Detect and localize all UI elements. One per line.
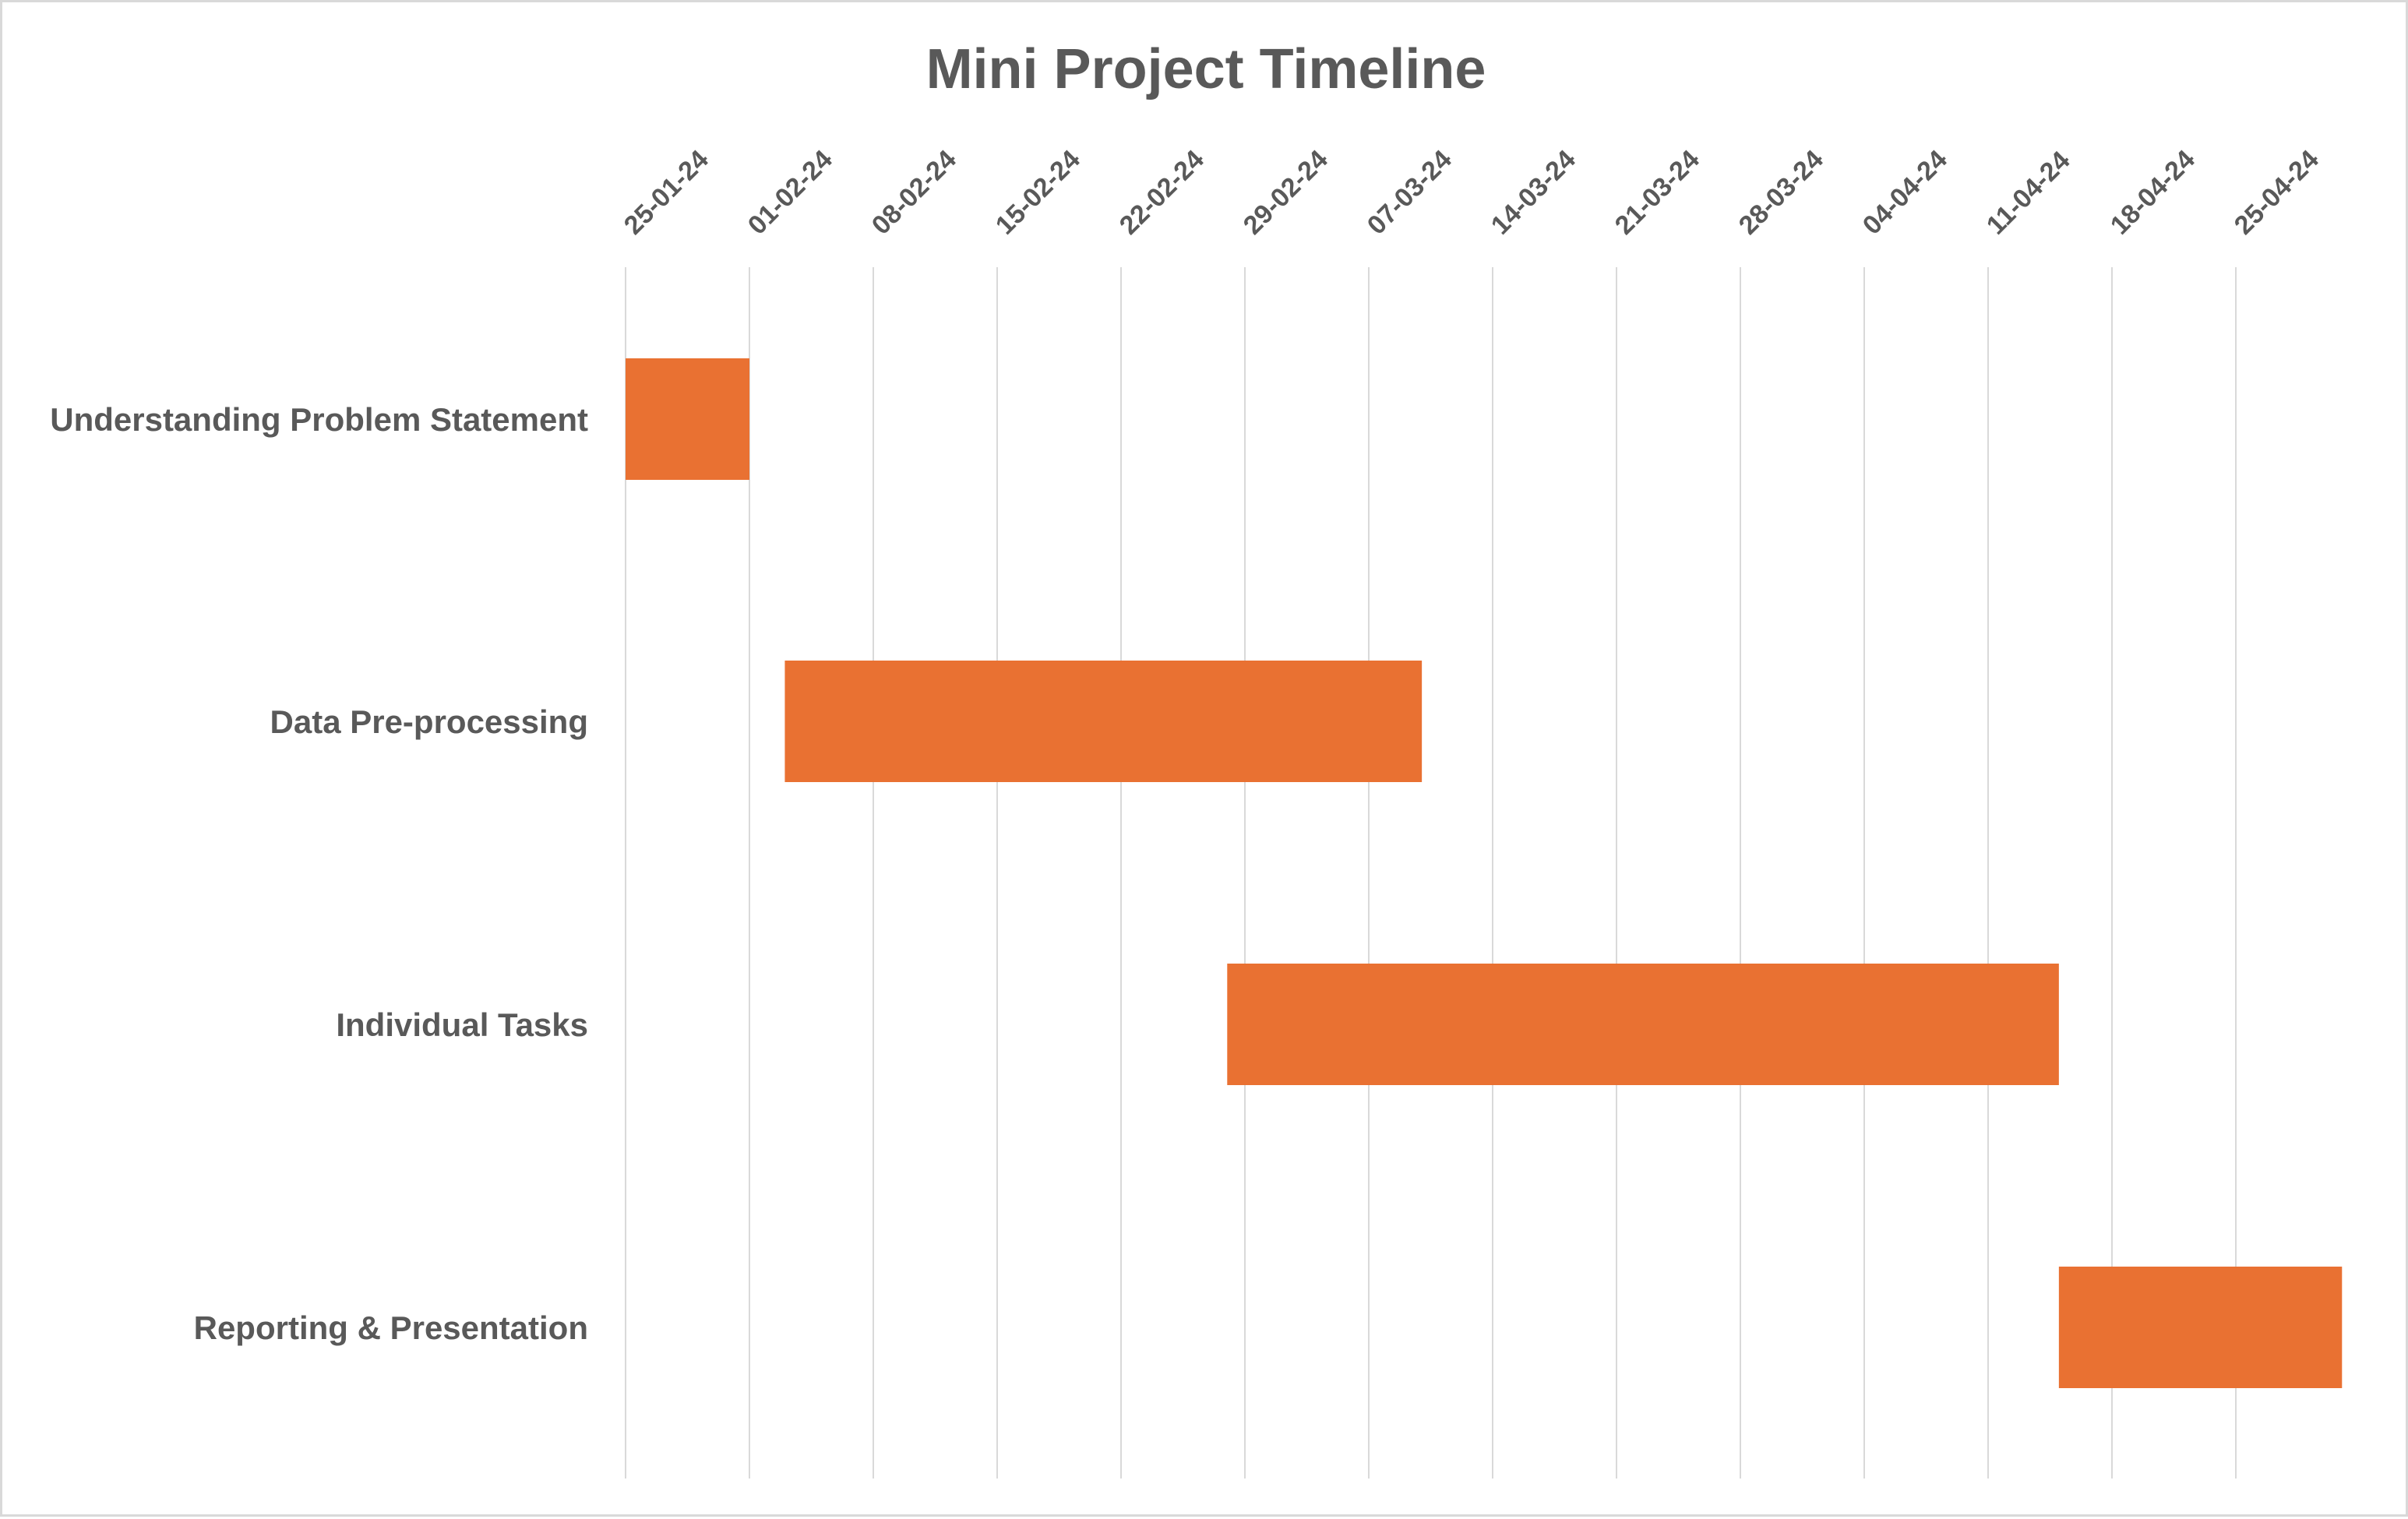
task-bar: [626, 358, 749, 480]
x-tick-label: 08-02-24: [866, 144, 962, 240]
x-tick-label: 15-02-24: [990, 144, 1086, 240]
category-label: Data Pre-processing: [270, 703, 588, 740]
task-bar: [1227, 964, 2059, 1085]
chart-title: Mini Project Timeline: [926, 38, 1486, 100]
x-tick-label: 01-02-24: [742, 144, 838, 240]
x-tick-label: 14-03-24: [1486, 144, 1581, 240]
category-labels: Understanding Problem Statement Data Pre-…: [50, 401, 588, 1346]
x-tick-label: 18-04-24: [2105, 144, 2201, 240]
x-tick-label: 25-04-24: [2229, 144, 2325, 240]
x-tick-label: 11-04-24: [1981, 146, 2076, 241]
x-tick-label: 25-01-24: [619, 144, 714, 240]
category-label: Understanding Problem Statement: [50, 401, 588, 438]
x-tick-label: 22-02-24: [1114, 144, 1210, 240]
x-tick-label: 29-02-24: [1238, 144, 1334, 240]
gridlines: [625, 267, 2237, 1478]
x-tick-label: 07-03-24: [1362, 144, 1458, 240]
x-tick-label: 04-04-24: [1857, 144, 1953, 240]
task-bar: [2058, 1267, 2343, 1388]
category-label: Reporting & Presentation: [194, 1309, 588, 1346]
x-tick-label: 21-03-24: [1609, 144, 1705, 240]
x-axis-ticks: 25-01-24 01-02-24 08-02-24 15-02-24 22-02-24…: [619, 144, 2325, 240]
task-bars: [626, 358, 2343, 1388]
category-label: Individual Tasks: [336, 1006, 588, 1043]
x-tick-label: 28-03-24: [1733, 144, 1829, 240]
task-bar: [784, 661, 1423, 782]
